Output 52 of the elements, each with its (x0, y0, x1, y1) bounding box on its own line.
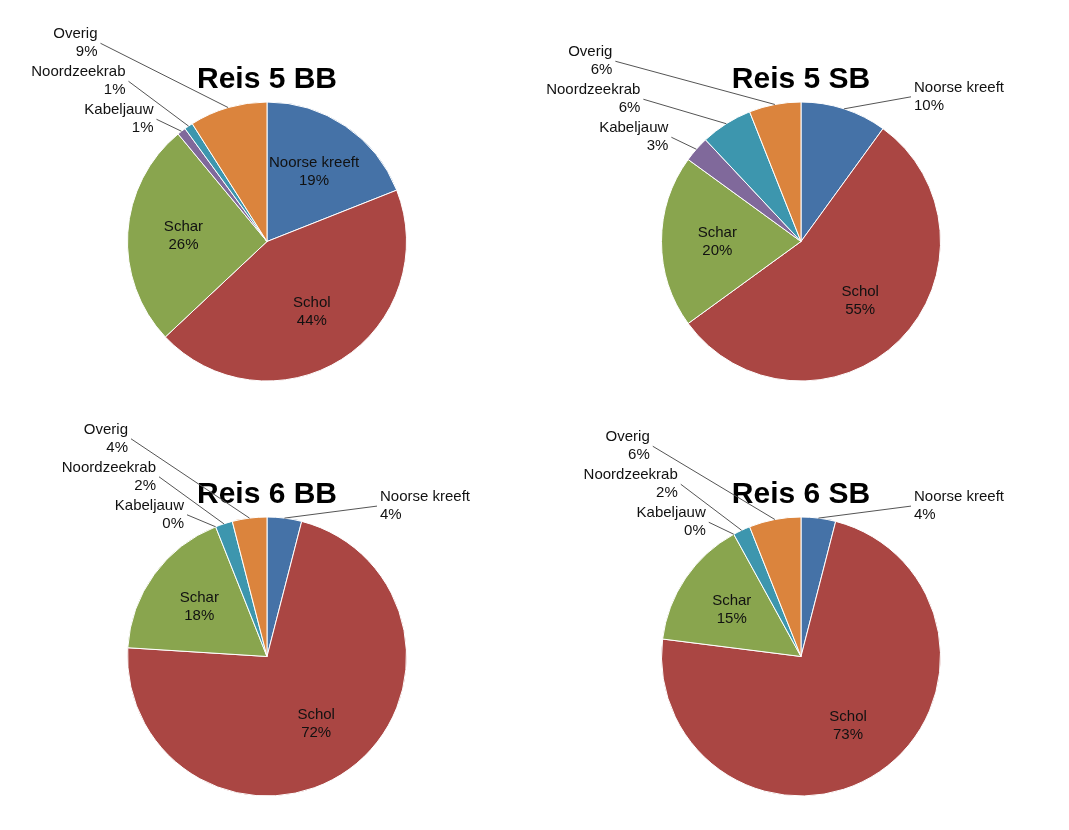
slice-label: Schar (712, 590, 752, 608)
data-label: 1% (103, 80, 126, 98)
slice-label: Noorse kreeft (914, 77, 1005, 95)
slice-label: Schol (293, 293, 331, 311)
slice-label: Noordzeekrab (583, 465, 678, 483)
slice-label: Schol (297, 705, 335, 723)
data-label: 73% (833, 724, 864, 742)
text: Reis 5 BB (196, 61, 338, 95)
data-label: 2% (134, 475, 156, 493)
data-label: 6% (628, 445, 650, 463)
text: Reis 5 SB (731, 61, 871, 95)
slice-label: Overig (53, 24, 98, 42)
slice-label: Kabeljauw (84, 100, 154, 118)
text: 0% (162, 513, 184, 531)
data-label: 15% (716, 608, 747, 626)
data-label: 55% (845, 299, 876, 317)
category-label: Kabeljauw (636, 503, 706, 521)
category-label: Kabeljauw (114, 495, 184, 513)
slice-label: Noordzeekrab (546, 80, 641, 98)
data-label: 3% (646, 136, 669, 154)
data-label: 1% (131, 118, 154, 136)
data-label: 26% (168, 235, 199, 253)
slice-label: Schol (829, 706, 867, 724)
text: 0% (684, 521, 706, 539)
slice-label: Overig (83, 419, 128, 437)
slice-label: Schar (179, 588, 219, 606)
slice-label: Noorse kreeft (380, 487, 471, 505)
data-label: 6% (590, 60, 613, 78)
slice-label: Schar (163, 217, 204, 235)
data-label: 9% (75, 42, 98, 60)
data-label: 44% (296, 311, 327, 329)
slice-label: Noordzeekrab (31, 62, 126, 80)
text: Reis 6 SB (731, 476, 871, 510)
data-label: 4% (380, 505, 402, 523)
slice-label: Noordzeekrab (61, 457, 156, 475)
text: Reis 6 BB (196, 476, 338, 510)
slice-label: Schar (697, 222, 737, 240)
data-label: 10% (914, 95, 945, 113)
data-label: 2% (656, 483, 678, 501)
data-label: 20% (702, 240, 733, 258)
slice-label: Kabeljauw (599, 118, 669, 136)
slice-label: Noorse kreeft (914, 487, 1005, 505)
data-label: 4% (106, 437, 128, 455)
slice-label: Overig (605, 427, 650, 445)
slice-label: Schol (841, 281, 879, 299)
data-label: 6% (618, 98, 641, 116)
data-label: 72% (301, 723, 332, 741)
data-label: 18% (184, 606, 215, 624)
data-label: 4% (914, 505, 936, 523)
data-label: 19% (299, 171, 330, 189)
slice-label: Overig (568, 42, 613, 60)
slice-label: Noorse kreeft (269, 153, 360, 171)
